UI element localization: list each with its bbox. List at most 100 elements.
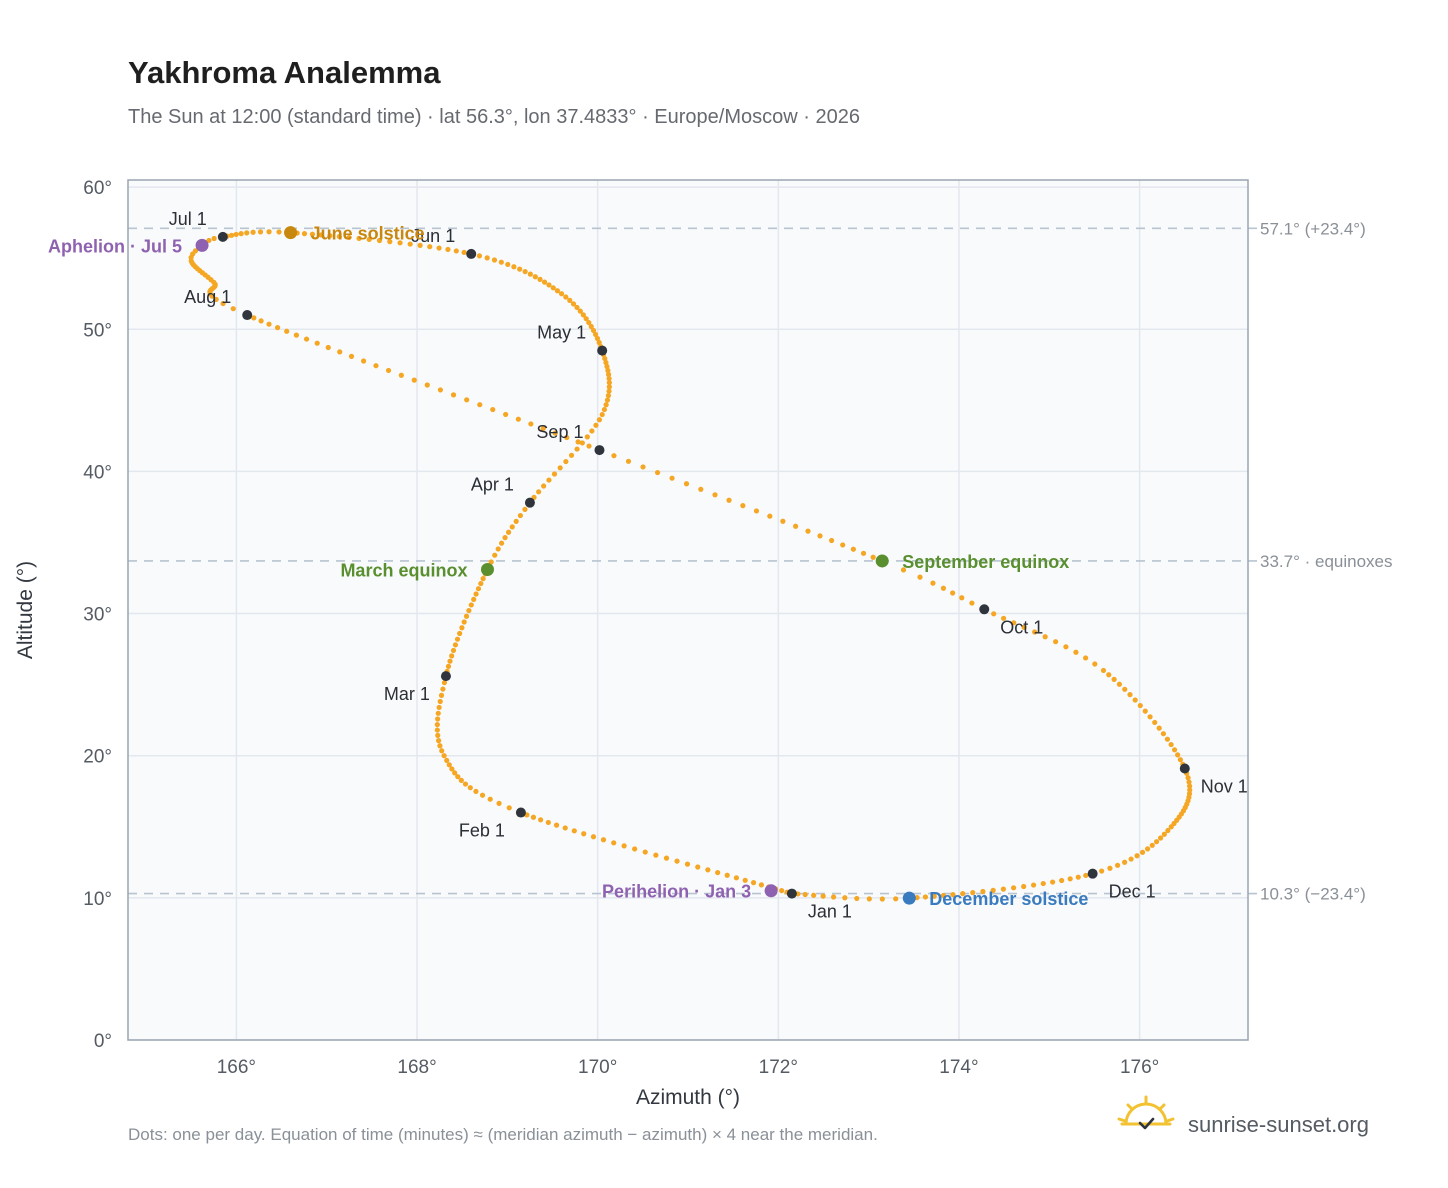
day-dot	[596, 339, 602, 346]
day-dot	[484, 255, 490, 261]
day-dot	[437, 698, 443, 705]
reference-line-label: 33.7° · equinoxes	[1260, 552, 1393, 571]
day-dot	[1059, 877, 1065, 884]
day-dot	[1139, 849, 1146, 855]
day-dot	[712, 492, 718, 498]
day-dot	[600, 837, 607, 843]
day-dot	[991, 611, 997, 617]
day-dot	[447, 658, 453, 664]
day-dot	[546, 282, 552, 288]
x-tick-label: 168°	[397, 1057, 436, 1078]
day-dot	[1116, 681, 1123, 687]
day-dot	[530, 814, 537, 820]
day-dot	[417, 242, 423, 248]
day-dot	[632, 846, 638, 852]
day-dot	[767, 513, 773, 519]
day-dot	[683, 481, 690, 487]
day-dot	[541, 279, 548, 285]
day-dot	[505, 261, 511, 268]
day-dot	[726, 497, 732, 503]
day-dot	[450, 392, 457, 398]
day-dot	[580, 312, 586, 318]
y-axis-title: Altitude (°)	[14, 561, 37, 659]
month-dot	[440, 671, 451, 682]
day-dot	[513, 518, 519, 524]
reference-line-label: 57.1° (+23.4°)	[1260, 219, 1366, 238]
y-tick-label: 60°	[83, 178, 112, 199]
day-dot	[557, 465, 563, 471]
day-dot	[462, 781, 469, 787]
day-dot	[917, 574, 923, 580]
day-dot	[441, 680, 447, 686]
day-dot	[498, 259, 504, 265]
event-markers: June solstice December solstice March equi…	[48, 224, 1088, 910]
chart-subtitle: The Sun at 12:00 (standard time) · lat 5…	[128, 106, 860, 128]
day-dot	[213, 296, 219, 303]
day-dot	[563, 294, 569, 300]
day-dot	[1147, 714, 1153, 720]
day-dot	[1063, 644, 1069, 650]
day-dot	[603, 402, 609, 408]
day-dot	[1083, 872, 1089, 879]
day-dot	[276, 229, 282, 235]
day-dot	[546, 477, 552, 483]
day-dot	[541, 483, 547, 489]
day-dot	[663, 855, 670, 861]
day-dot	[605, 392, 612, 399]
day-dot	[1122, 686, 1128, 692]
day-dot	[621, 843, 627, 849]
day-dot	[866, 896, 872, 902]
y-tick-label: 40°	[83, 462, 112, 483]
day-dot	[1149, 842, 1155, 848]
day-dot	[653, 852, 659, 858]
day-dot	[244, 230, 250, 236]
day-dot	[570, 301, 577, 307]
day-dot	[1144, 846, 1151, 852]
day-dot	[950, 891, 956, 898]
day-dot	[233, 231, 239, 238]
day-dot	[266, 229, 272, 235]
day-dot	[536, 489, 542, 495]
day-dot	[437, 743, 443, 749]
day-dot	[251, 315, 257, 321]
day-dot	[1092, 661, 1098, 667]
day-dot	[373, 363, 379, 369]
month-label: Mar 1	[384, 684, 430, 704]
event-dot	[902, 891, 916, 905]
day-dot	[445, 663, 452, 669]
day-dot	[480, 576, 486, 582]
month-label: Apr 1	[471, 475, 514, 495]
day-dot	[930, 580, 936, 586]
day-dot	[258, 318, 264, 324]
day-dot	[274, 325, 281, 331]
day-dot	[266, 321, 272, 327]
month-label: Dec 1	[1109, 882, 1156, 902]
sun-check-icon	[1117, 1095, 1175, 1130]
day-dot	[301, 231, 308, 237]
day-dot	[1156, 725, 1162, 731]
day-dot	[1083, 655, 1089, 661]
month-label: Sep 1	[536, 422, 583, 442]
day-dot	[842, 895, 848, 901]
day-dot	[1000, 886, 1006, 892]
day-dot	[1186, 783, 1193, 789]
day-dot	[802, 891, 808, 898]
day-dot	[574, 304, 580, 311]
day-dot	[411, 377, 417, 383]
day-dot	[459, 625, 465, 631]
day-dot	[487, 796, 493, 802]
day-dot	[478, 580, 484, 587]
day-dot	[860, 550, 867, 556]
day-dot	[1187, 787, 1193, 793]
day-dot	[528, 421, 534, 427]
day-dot	[438, 692, 445, 698]
day-dot	[466, 607, 472, 614]
day-dot	[479, 792, 486, 798]
x-tick-label: 174°	[939, 1057, 978, 1078]
day-dot	[900, 567, 907, 573]
month-dot	[515, 807, 526, 818]
day-dot	[1157, 835, 1164, 841]
day-dot	[1032, 629, 1038, 635]
day-dot	[567, 297, 573, 303]
